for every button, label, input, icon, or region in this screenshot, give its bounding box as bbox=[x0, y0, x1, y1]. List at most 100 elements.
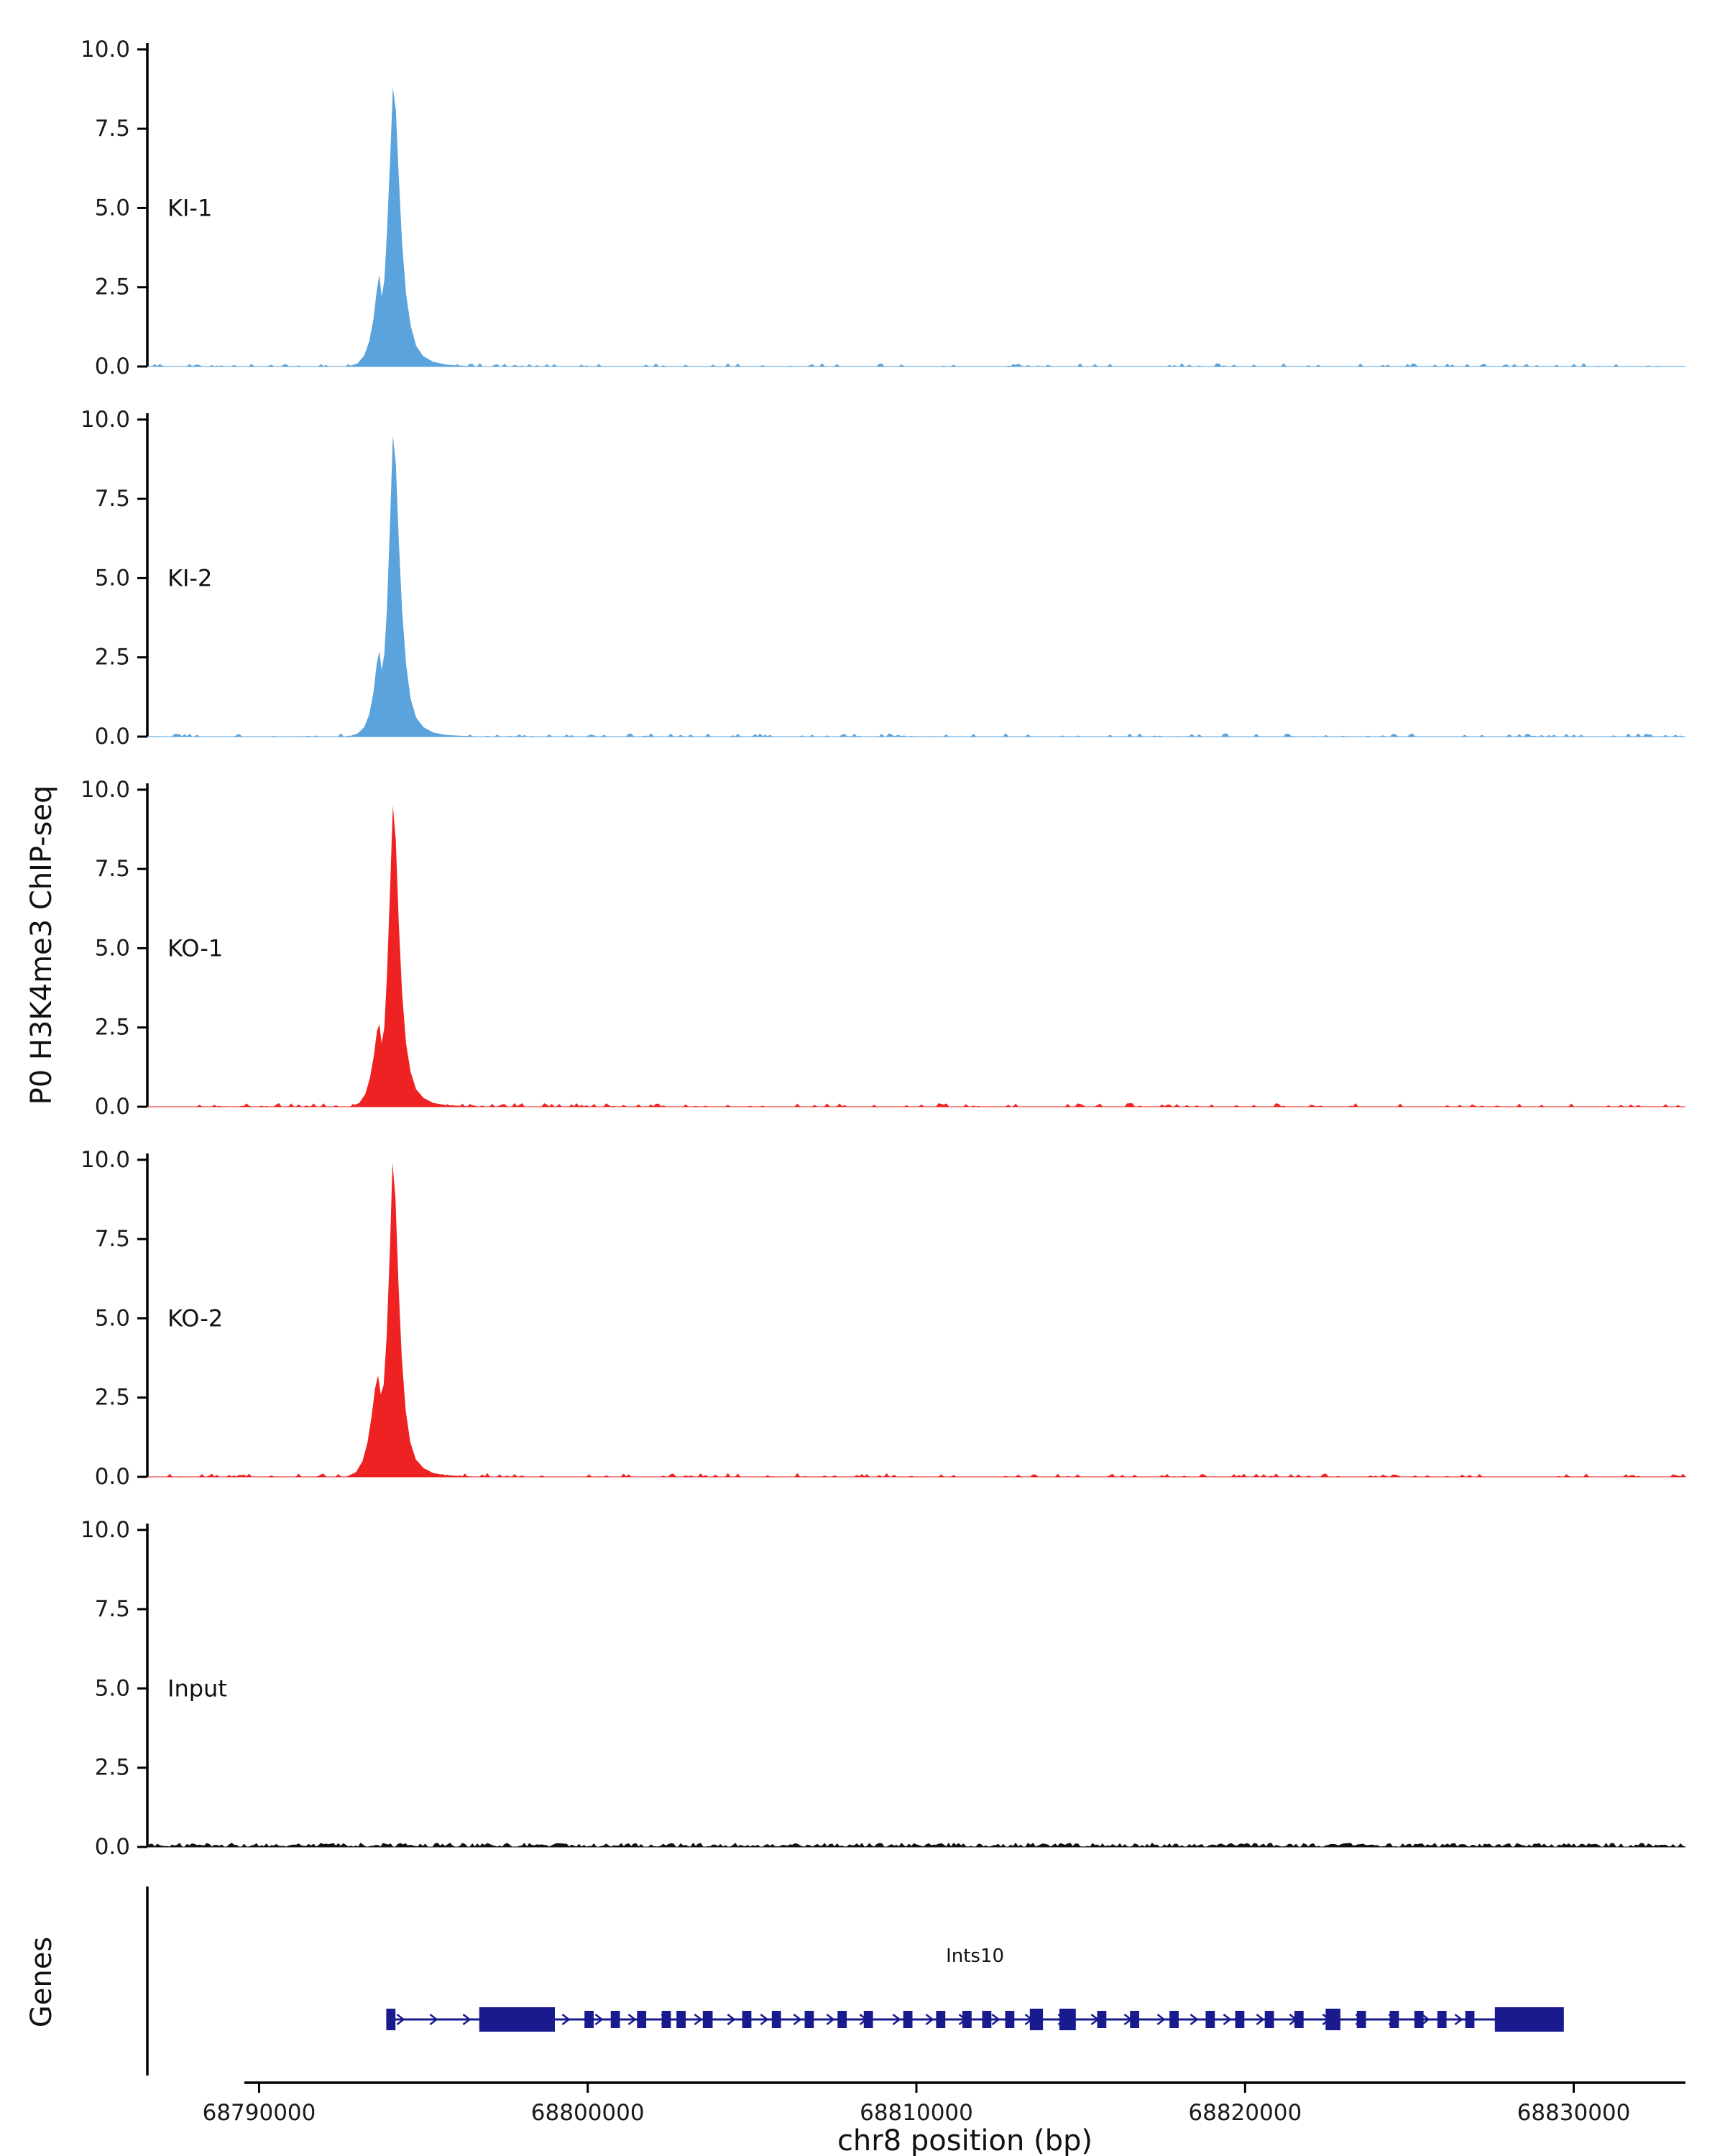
track-peak-KO-1 bbox=[349, 805, 486, 1107]
track-peak-KO-2 bbox=[346, 1163, 486, 1477]
gene-exon bbox=[962, 2011, 972, 2028]
y-tick-label: 10.0 bbox=[80, 407, 130, 433]
gene-exon bbox=[1494, 2007, 1564, 2032]
gene-exon bbox=[1389, 2011, 1399, 2028]
gene-exon bbox=[1465, 2011, 1475, 2028]
gene-exon bbox=[1130, 2011, 1139, 2028]
gene-exon bbox=[1205, 2011, 1215, 2028]
strand-arrow-icon bbox=[727, 2013, 736, 2026]
y-tick-label: 5.0 bbox=[95, 935, 130, 961]
strand-arrow-icon bbox=[1454, 2013, 1463, 2026]
track-label-KO-2: KO-2 bbox=[167, 1304, 223, 1332]
y-tick-label: 7.5 bbox=[95, 1226, 130, 1252]
strand-arrow-icon bbox=[1223, 2013, 1232, 2026]
gene-exon bbox=[903, 2011, 913, 2028]
strand-arrow-icon bbox=[396, 2013, 405, 2026]
y-tick-label: 0.0 bbox=[95, 1834, 130, 1860]
gene-exon bbox=[1437, 2011, 1447, 2028]
track-label-KI-1: KI-1 bbox=[167, 194, 212, 221]
y-tick-label: 0.0 bbox=[95, 1464, 130, 1490]
gene-exon bbox=[661, 2011, 671, 2028]
gene-exon bbox=[1005, 2011, 1015, 2028]
gene-exon bbox=[1097, 2011, 1107, 2028]
gene-exon bbox=[804, 2011, 814, 2028]
gene-exon bbox=[584, 2011, 594, 2028]
x-tick-label: 68800000 bbox=[531, 2100, 645, 2126]
gene-name-label: Ints10 bbox=[946, 1945, 1004, 1967]
y-tick-label: 2.5 bbox=[95, 275, 130, 300]
gene-exon bbox=[1235, 2011, 1245, 2028]
strand-arrow-icon bbox=[1421, 2013, 1430, 2026]
y-tick-label: 10.0 bbox=[80, 777, 130, 803]
gene-exon bbox=[702, 2011, 713, 2028]
track-label-Input: Input bbox=[167, 1674, 227, 1702]
x-tick-label: 68790000 bbox=[203, 2100, 316, 2126]
y-tick-label: 10.0 bbox=[80, 37, 130, 63]
gene-exon bbox=[771, 2011, 781, 2028]
gene-exon bbox=[676, 2011, 686, 2028]
strand-arrow-icon bbox=[462, 2013, 472, 2026]
strand-arrow-icon bbox=[925, 2013, 934, 2026]
gene-exon bbox=[982, 2011, 992, 2028]
gene-exon bbox=[610, 2011, 620, 2028]
strand-arrow-icon bbox=[627, 2013, 637, 2026]
x-tick-label: 68820000 bbox=[1188, 2100, 1302, 2126]
strand-arrow-icon bbox=[991, 2013, 1000, 2026]
y-tick-label: 2.5 bbox=[95, 645, 130, 671]
gene-exon bbox=[936, 2011, 946, 2028]
gene-exon bbox=[1059, 2009, 1076, 2030]
strand-arrow-icon bbox=[793, 2013, 802, 2026]
y-tick-label: 7.5 bbox=[95, 486, 130, 512]
gene-exon bbox=[386, 2009, 396, 2030]
track-label-KI-2: KI-2 bbox=[167, 564, 212, 591]
y-tick-label: 7.5 bbox=[95, 116, 130, 142]
y-tick-label: 10.0 bbox=[80, 1517, 130, 1543]
y-tick-label: 0.0 bbox=[95, 354, 130, 379]
y-tick-label: 7.5 bbox=[95, 856, 130, 882]
y-tick-label: 0.0 bbox=[95, 1094, 130, 1120]
track-peak-KI-2 bbox=[347, 435, 486, 737]
strand-arrow-icon bbox=[561, 2013, 571, 2026]
track-noise-Input bbox=[147, 1842, 1686, 1848]
genes-panel-title: Genes bbox=[25, 1936, 58, 2028]
x-tick-label: 68830000 bbox=[1517, 2100, 1631, 2126]
gene-exon bbox=[742, 2011, 752, 2028]
gene-exon bbox=[1325, 2009, 1340, 2030]
x-tick-label: 68810000 bbox=[860, 2100, 973, 2126]
strand-arrow-icon bbox=[429, 2013, 438, 2026]
y-axis-title: P0 H3K4me3 ChIP-seq bbox=[25, 785, 58, 1105]
gene-exon bbox=[1414, 2011, 1424, 2028]
gene-exon bbox=[637, 2011, 647, 2028]
gene-exon bbox=[1294, 2011, 1304, 2028]
track-peak-KI-1 bbox=[347, 87, 486, 367]
y-tick-label: 2.5 bbox=[95, 1755, 130, 1781]
strand-arrow-icon bbox=[760, 2013, 769, 2026]
strand-arrow-icon bbox=[1190, 2013, 1199, 2026]
strand-arrow-icon bbox=[1256, 2013, 1265, 2026]
gene-exon bbox=[1029, 2009, 1044, 2030]
gene-exon bbox=[863, 2011, 873, 2028]
y-tick-label: 10.0 bbox=[80, 1147, 130, 1173]
gene-exon bbox=[837, 2011, 847, 2028]
gene-exon bbox=[1169, 2011, 1179, 2028]
y-tick-label: 2.5 bbox=[95, 1385, 130, 1411]
strand-arrow-icon bbox=[1156, 2013, 1166, 2026]
x-axis-title: chr8 position (bp) bbox=[837, 2124, 1093, 2156]
track-label-KO-1: KO-1 bbox=[167, 934, 223, 962]
y-tick-label: 5.0 bbox=[95, 565, 130, 591]
y-tick-label: 5.0 bbox=[95, 1305, 130, 1331]
y-tick-label: 2.5 bbox=[95, 1015, 130, 1041]
y-tick-label: 0.0 bbox=[95, 724, 130, 750]
strand-arrow-icon bbox=[892, 2013, 901, 2026]
gene-exon bbox=[1356, 2011, 1366, 2028]
y-tick-label: 5.0 bbox=[95, 1675, 130, 1701]
gene-exon bbox=[1264, 2011, 1274, 2028]
strand-arrow-icon bbox=[594, 2013, 604, 2026]
y-tick-label: 5.0 bbox=[95, 195, 130, 221]
y-tick-label: 7.5 bbox=[95, 1596, 130, 1622]
strand-arrow-icon bbox=[826, 2013, 835, 2026]
strand-arrow-icon bbox=[694, 2013, 703, 2026]
gene-exon bbox=[479, 2007, 555, 2032]
